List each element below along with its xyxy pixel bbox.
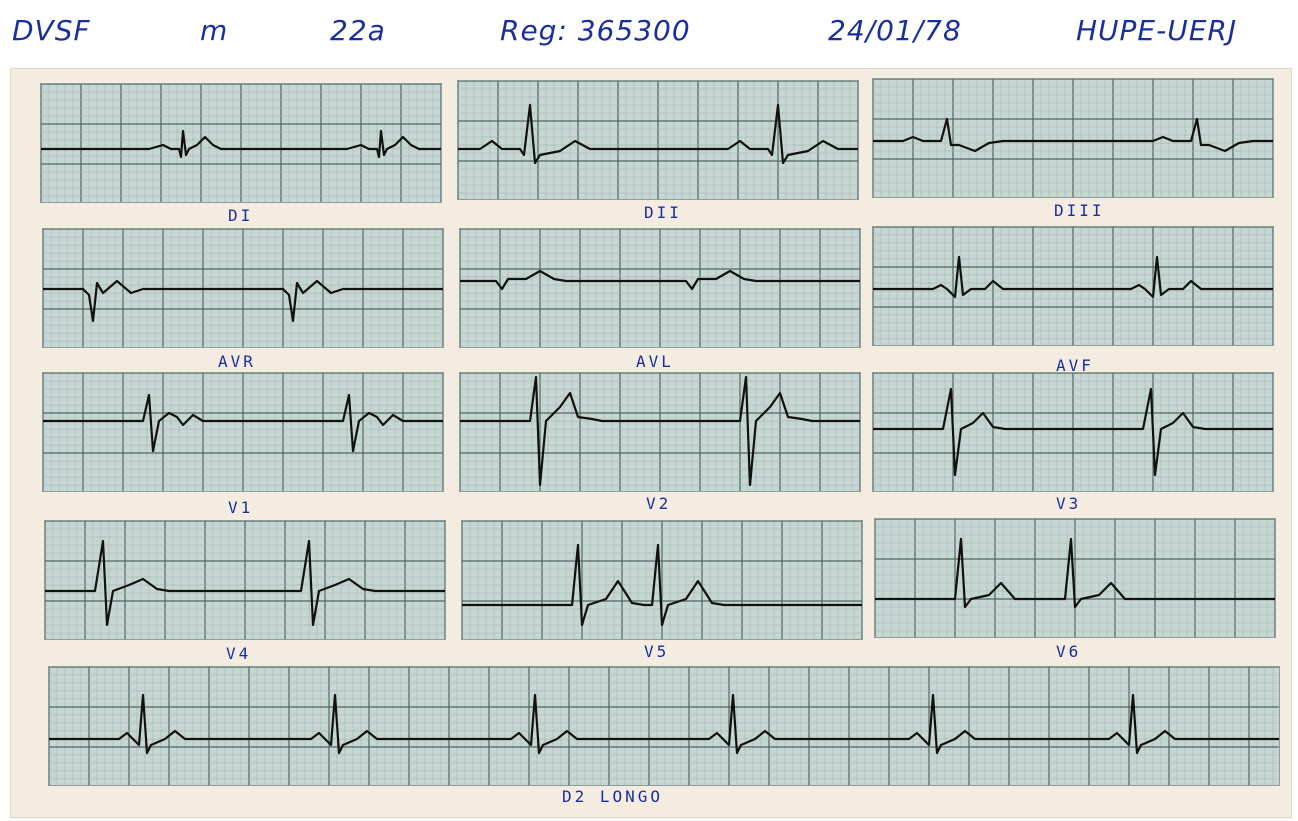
registry-number: Reg: 365300 [500, 14, 691, 47]
lead-diii-strip [872, 78, 1274, 198]
ecg-trace-di [41, 129, 441, 159]
lead-dii-label: DII [644, 203, 682, 222]
lead-v4-label: V4 [226, 644, 252, 663]
lead-v4-strip [44, 520, 446, 640]
ecg-trace-v2 [460, 375, 860, 487]
lead-v2-label: V2 [646, 494, 672, 513]
lead-d2-long-label: D2 LONGO [562, 787, 664, 806]
lead-v1-label: V1 [228, 498, 254, 517]
ecg-trace-avr [43, 279, 443, 323]
lead-v5-strip [461, 520, 863, 640]
lead-v5-label: V5 [644, 642, 670, 661]
lead-diii-label: DIII [1054, 201, 1105, 220]
patient-initials: DVSF [12, 14, 91, 47]
lead-v3-strip [872, 372, 1274, 492]
ecg-trace-v1 [43, 393, 443, 453]
lead-avr-strip [42, 228, 444, 348]
ecg-trace-avl [460, 269, 860, 291]
lead-di-label: DI [228, 206, 254, 225]
lead-di-strip [40, 83, 442, 203]
lead-avl-strip [459, 228, 861, 348]
lead-avr-label: AVR [218, 352, 256, 371]
lead-v2-strip [459, 372, 861, 492]
ecg-trace-v3 [873, 387, 1273, 477]
lead-v6-label: V6 [1056, 642, 1082, 661]
ecg-trace-dii [458, 103, 858, 165]
lead-d2-long-strip [48, 666, 1280, 786]
ecg-trace-v6 [875, 537, 1275, 609]
exam-date: 24/01/78 [828, 14, 962, 47]
lead-avf-strip [872, 226, 1274, 346]
lead-avl-label: AVL [636, 352, 674, 371]
ecg-trace-d2long [49, 693, 1279, 755]
ecg-trace-v4 [45, 539, 445, 627]
ecg-trace-avf [873, 255, 1273, 299]
lead-v1-strip [42, 372, 444, 492]
lead-dii-strip [457, 80, 859, 200]
patient-age: 22a [330, 14, 386, 47]
lead-avf-label: AVF [1056, 356, 1094, 375]
ecg-trace-diii [873, 117, 1273, 153]
lead-v6-strip [874, 518, 1276, 638]
institution: HUPE-UERJ [1076, 14, 1238, 47]
lead-v3-label: V3 [1056, 494, 1082, 513]
ecg-trace-v5 [462, 543, 862, 627]
patient-sex: m [200, 14, 229, 47]
